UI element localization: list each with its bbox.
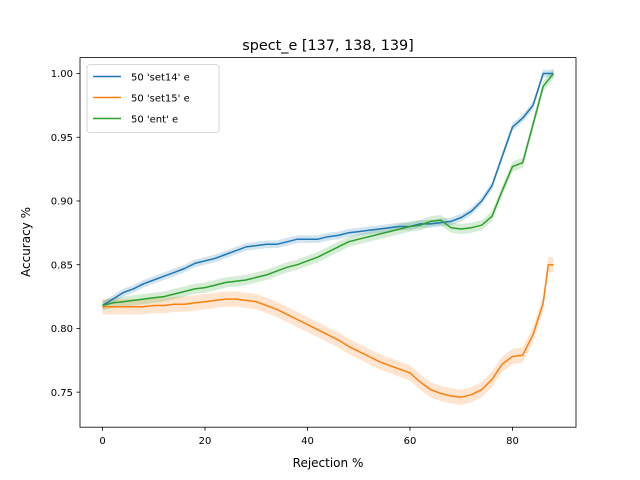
legend-label: 50 'set14' e (131, 73, 190, 84)
series-line-50-ent-e (102, 73, 555, 307)
x-tick-label: 60 (404, 436, 417, 447)
series-lines (102, 72, 555, 398)
legend-box (86, 64, 220, 133)
y-tick-label: 0.75 (51, 388, 73, 399)
y-tick-label: 0.80 (51, 324, 73, 335)
series-line-50-set14-e (102, 72, 554, 307)
chart-title: spect_e [137, 138, 139] (242, 38, 414, 54)
x-tick-label: 40 (301, 436, 314, 447)
y-tick-label: 1.00 (51, 69, 73, 80)
plot-area-frame (79, 57, 577, 428)
legend-label: 50 'ent' e (131, 115, 178, 126)
band-50-set14-e (102, 69, 554, 310)
x-axis-label: Rejection % (293, 456, 364, 470)
x-axis-ticks: 0 20 40 60 80 (99, 427, 519, 447)
series-line-50-set15-e (102, 263, 554, 398)
legend: 50 'set14' e 50 'set15' e 50 'ent' e (86, 64, 220, 133)
y-tick-label: 0.90 (51, 197, 73, 208)
band-50-set15-e (102, 257, 554, 405)
y-tick-label: 0.95 (51, 133, 73, 144)
x-tick-label: 80 (506, 436, 519, 447)
y-tick-label: 0.85 (51, 260, 73, 271)
confidence-bands (102, 68, 554, 405)
legend-label: 50 'set15' e (131, 94, 190, 105)
y-axis-label: Accuracy % (19, 207, 33, 277)
y-axis-ticks: 0.75 0.80 0.85 0.90 0.95 1.00 (51, 69, 80, 399)
x-tick-label: 0 (99, 436, 105, 447)
x-tick-label: 20 (199, 436, 212, 447)
